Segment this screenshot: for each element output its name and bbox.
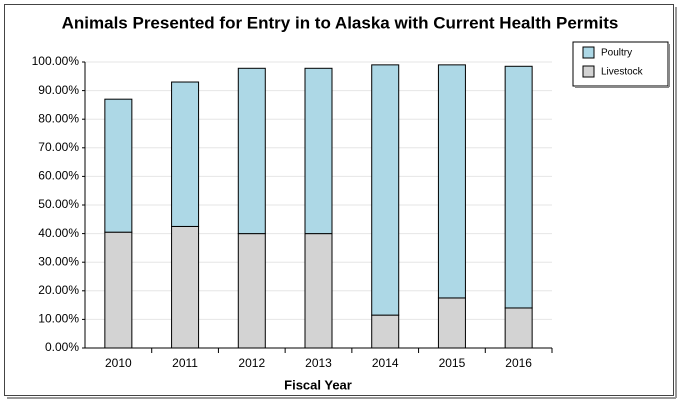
bar-segment [437, 64, 466, 299]
legend-label: Livestock [601, 67, 644, 78]
bar-segment [171, 225, 200, 349]
x-tick-label: 2012 [238, 356, 265, 370]
bar-segment [504, 65, 533, 309]
y-tick-label: 100.00% [32, 54, 80, 68]
x-tick-label: 2014 [372, 356, 399, 370]
y-tick-label: 60.00% [38, 169, 79, 183]
bar-segment [237, 67, 266, 235]
y-tick-label: 90.00% [38, 83, 79, 97]
y-tick-label: 70.00% [38, 140, 79, 154]
y-tick-label: 20.00% [38, 283, 79, 297]
bar-segment [437, 297, 466, 349]
legend-label: Poultry [601, 48, 632, 59]
bar-segment [371, 314, 400, 349]
bar-segment [104, 231, 133, 349]
bar-segment [304, 67, 333, 235]
y-tick-label: 30.00% [38, 254, 79, 268]
chart-title: Animals Presented for Entry in to Alaska… [62, 13, 619, 32]
x-tick-label: 2015 [439, 356, 466, 370]
x-axis-title: Fiscal Year [284, 377, 352, 392]
bar-segment [304, 233, 333, 349]
bar-segment [104, 98, 133, 233]
bar-segment [237, 233, 266, 349]
bar-segment [504, 307, 533, 349]
bar-segment [371, 64, 400, 316]
x-tick-label: 2010 [105, 356, 132, 370]
y-tick-label: 0.00% [45, 340, 79, 354]
y-tick-label: 40.00% [38, 226, 79, 240]
legend-swatch [582, 65, 595, 78]
x-tick-label: 2011 [172, 356, 198, 370]
y-tick-label: 80.00% [38, 111, 79, 125]
y-tick-label: 50.00% [38, 197, 79, 211]
bar-segment [171, 81, 200, 227]
x-tick-label: 2013 [305, 356, 332, 370]
y-tick-label: 10.00% [38, 312, 79, 326]
legend-swatch [582, 46, 595, 59]
x-tick-label: 2016 [505, 356, 532, 370]
